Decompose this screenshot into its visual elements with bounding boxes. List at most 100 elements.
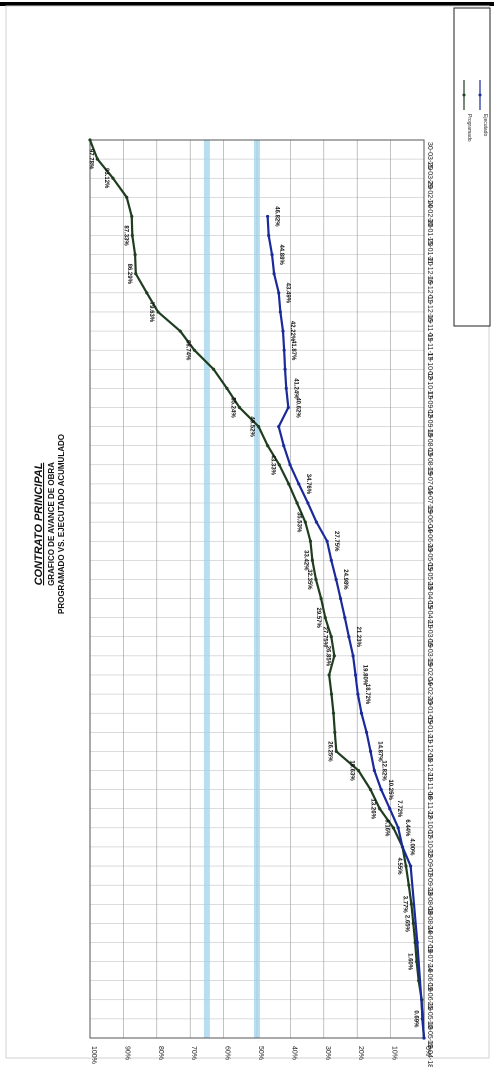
data-label: 49.52% [249,416,255,437]
data-label: 68.74% [184,340,190,361]
data-label: 19.80% [362,665,368,686]
data-point [134,272,138,276]
data-point [379,788,383,792]
data-label: 26.25% [326,741,332,762]
data-label: 41.24% [292,378,298,399]
data-point [329,692,334,696]
data-point [130,233,134,238]
data-label: 87.33% [122,225,128,246]
x-tick-label: 21-03-19 [426,620,433,648]
data-point [396,826,400,830]
data-point [338,596,343,601]
data-point [372,768,376,773]
data-point [333,730,337,734]
data-point [211,367,216,371]
data-label: 33.42% [302,550,308,571]
data-label: 43.33% [269,455,275,476]
data-point [156,310,160,314]
x-tick-label: 16-12-19 [426,276,433,304]
data-label: 12.82% [380,760,386,781]
chart-title: CONTRATO PRINCIPAL [33,462,45,585]
data-point [319,596,323,601]
data-label: 19.63% [348,760,354,781]
outer-frame [5,5,490,1059]
x-tick-label: 07-10-18 [426,830,433,858]
data-point [325,539,329,543]
data-point [359,711,364,715]
plot-area [89,139,425,1039]
data-point [391,826,396,830]
x-tick-label: 05-01-19 [426,715,433,743]
data-point [237,405,242,410]
data-point [409,902,414,906]
legend-box [453,7,491,327]
x-tick-label: 09-06-18 [426,983,433,1011]
data-point [411,921,415,925]
x-tick-label: 30-01-20 [426,218,433,246]
x-tick-label: 04-06-19 [426,524,433,552]
data-point [284,386,288,390]
x-tick-label: 06-12-18 [426,753,433,781]
x-tick-label: 01-11-19 [426,333,433,361]
data-point [347,635,351,639]
data-label: 0.69% [412,1010,418,1028]
x-tick-label: 21-11-18 [426,773,433,801]
x-tick-label: 02-09-19 [426,409,433,437]
data-label: 21.23% [355,627,361,648]
data-point [286,405,290,410]
data-point [145,291,149,295]
data-point [272,272,276,276]
data-point [277,463,281,467]
legend-marker [478,93,482,97]
y-tick-label: 50% [257,1046,264,1060]
data-point [88,138,92,142]
data-point [225,386,229,390]
y-tick-label: 60% [224,1046,231,1060]
data-label: 27.75% [333,531,339,552]
data-point [329,635,333,639]
data-point [334,577,338,582]
legend-marker [462,93,466,97]
reference-band [254,140,260,1038]
data-label: 9.16% [383,819,389,837]
data-label: 32.35% [306,569,312,590]
x-tick-label: 07-09-18 [426,868,433,896]
x-tick-label: 14-02-20 [426,199,433,227]
y-tick-label: 40% [290,1046,297,1060]
data-point [270,253,274,257]
data-point [111,176,115,180]
y-tick-label: 20% [357,1046,364,1060]
x-axis-ticks: 19-04-1810-05-1825-05-1809-06-1824-06-18… [426,142,433,1067]
data-label: 14.87% [377,741,383,762]
point-labels: 0.69% 1.60% 2.65%3.77% 4.55% 9.16% 13.26% 19.6… [87,149,418,1028]
x-tick-label: 31-12-19 [426,257,433,285]
x-tick-label: 19-07-19 [426,467,433,495]
data-point [331,711,336,715]
x-tick-label: 20-01-19 [426,696,433,724]
data-point [378,807,382,811]
y-axis-ticks: 0% 10% 20% 30% 40% 50% 60% 70% 80% 90% 100% [90,1046,431,1064]
x-tick-label: 10-05-18 [426,1021,433,1049]
x-tick-label: 19-06-19 [426,505,433,533]
x-tick-label: 06-11-18 [426,792,433,820]
x-tick-label: 01-12-19 [426,295,433,323]
data-point [95,157,100,161]
data-point [308,539,313,543]
y-tick-label: 30% [324,1046,331,1060]
x-tick-label: 04-07-19 [426,486,433,514]
data-label: 29.57% [315,607,321,628]
chart-subtitle-1: GRAFICO DE AVANCE DE OBRA [47,462,56,586]
x-tick-label: 22-09-18 [426,849,433,877]
data-point [334,749,338,754]
data-label: 43.49% [285,283,291,304]
x-tick-label: 08-08-18 [426,906,433,934]
x-tick-label: 15-03-20 [426,161,433,189]
data-point [404,864,408,868]
data-point [422,1036,426,1040]
data-point [281,329,285,333]
data-point [282,348,286,352]
data-point [314,520,319,524]
